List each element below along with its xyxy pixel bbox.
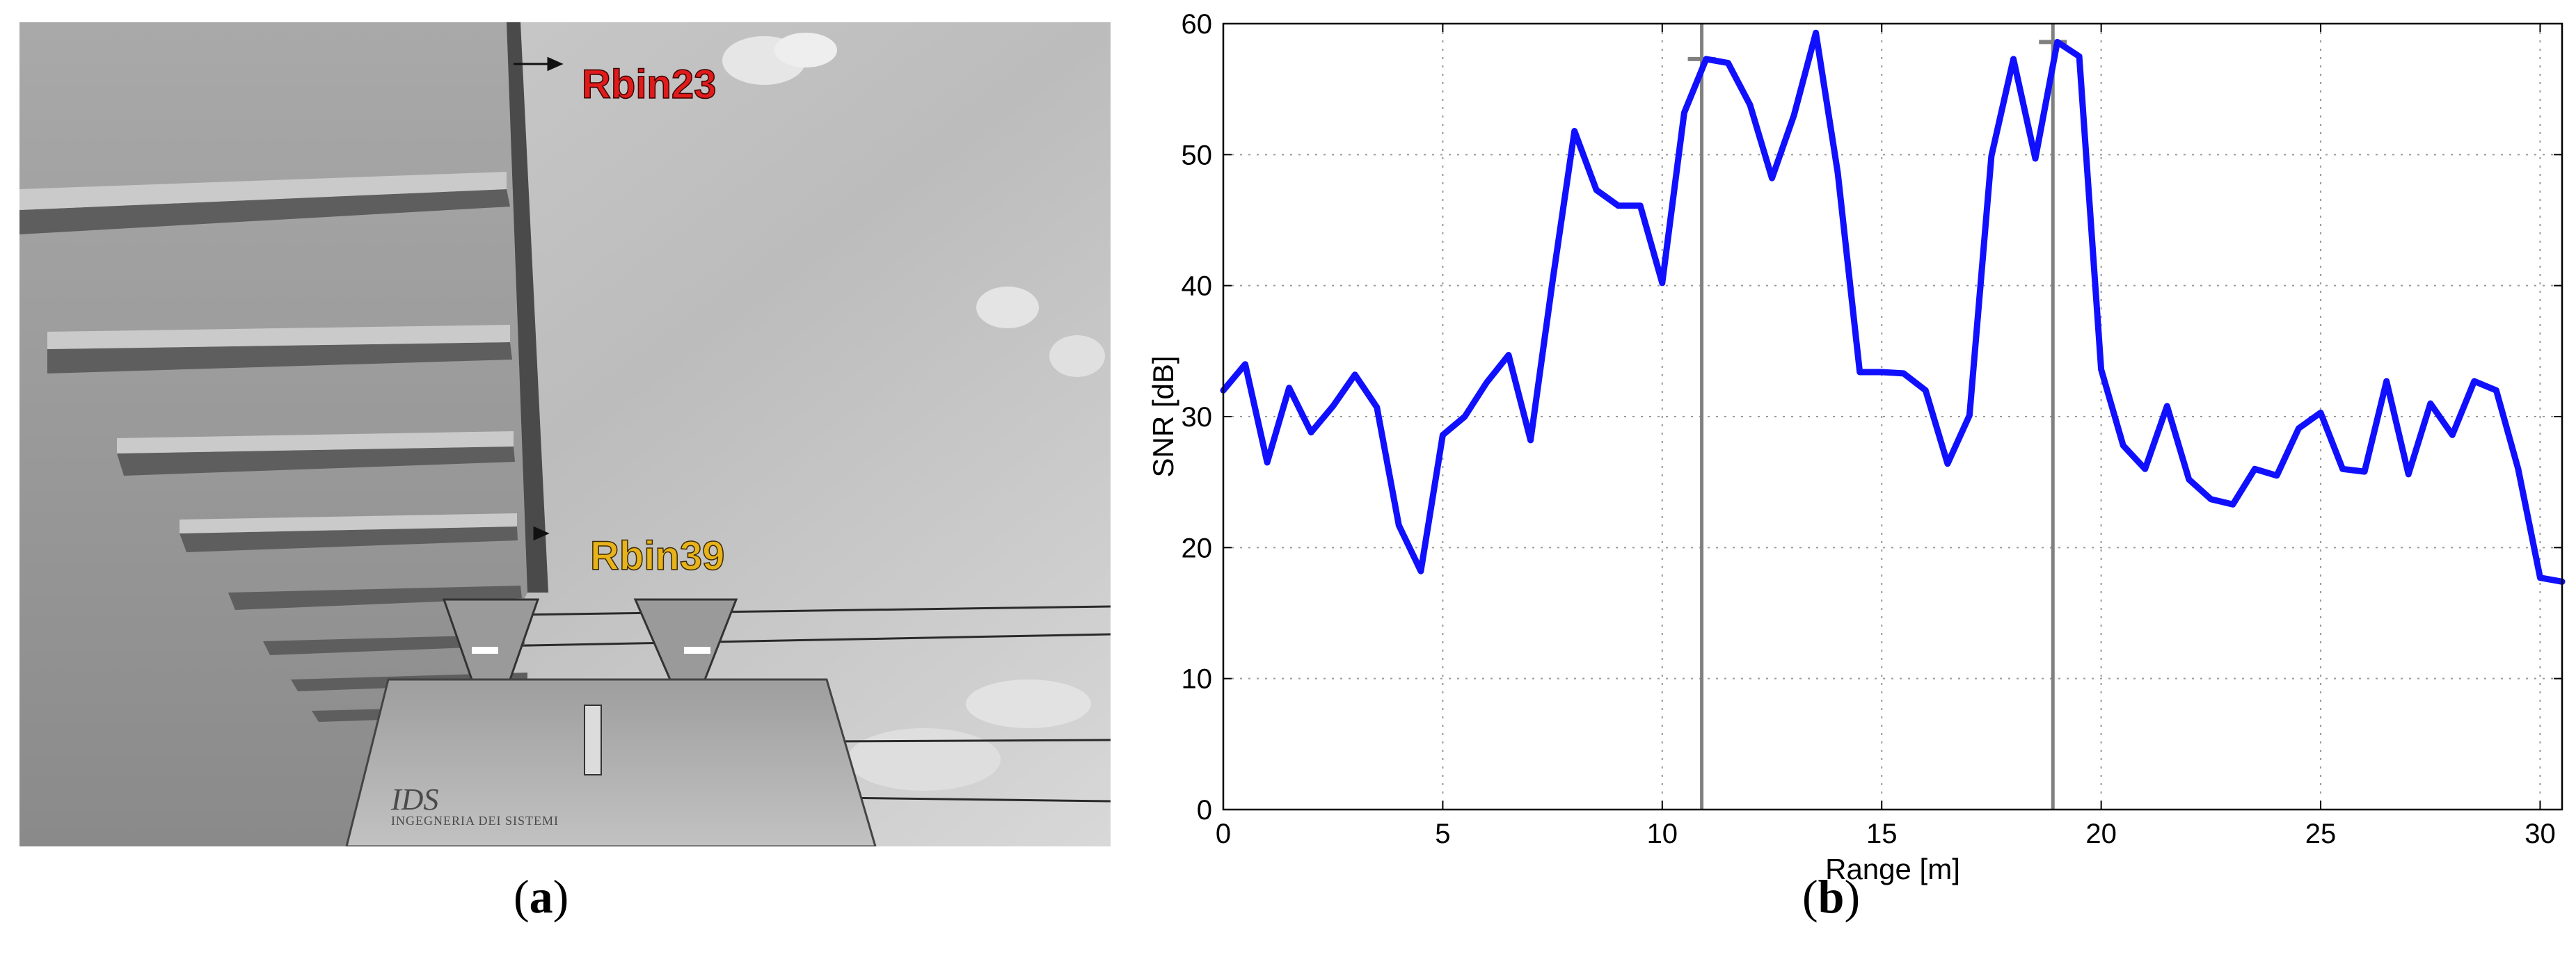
y-tick-label: 10: [1182, 664, 1213, 695]
caption-b-letter: b: [1818, 870, 1845, 923]
x-tick-label: 10: [1647, 819, 1678, 849]
caption-a-letter: a: [529, 870, 553, 923]
caption-a: (a): [514, 870, 569, 923]
bridge-girders: [19, 189, 531, 722]
y-tick-label: 40: [1182, 271, 1213, 302]
x-tick-label: 25: [2305, 819, 2337, 849]
antenna-label-left: [472, 647, 498, 654]
chart-panel: 0 5 10 15 20 25 30 0 10 20 30 40 50 60 Range [m] SNR …: [1141, 0, 2576, 897]
device-brand: IDS: [391, 782, 439, 817]
axis-ticks: 0 5 10 15 20 25 30 0 10 20 30 40 50 60: [1182, 9, 2562, 849]
y-tick-label: 0: [1197, 795, 1212, 826]
device-subtitle: INGEGNERIA DEI SISTEMI: [391, 814, 559, 828]
y-tick-label: 60: [1182, 9, 1213, 40]
x-axis-label: Range [m]: [1825, 853, 1960, 885]
grid: [1223, 24, 2562, 810]
y-tick-label: 50: [1182, 140, 1213, 170]
girder-highlights: [19, 172, 517, 533]
y-tick-label: 20: [1182, 533, 1213, 563]
x-tick-label: 30: [2525, 819, 2556, 849]
y-tick-label: 30: [1182, 402, 1213, 433]
cloud: [848, 728, 1001, 791]
photo-panel: Rbin23 Rbin39 IDS INGEGNERIA DEI SISTEMI: [19, 22, 1111, 846]
x-tick-label: 15: [1866, 819, 1898, 849]
rbin39-label: Rbin39: [589, 533, 725, 579]
deck-edge: [507, 22, 548, 593]
cloud: [976, 287, 1039, 328]
x-tick-label: 0: [1216, 819, 1231, 849]
rbin23-label: Rbin23: [581, 61, 717, 108]
label-arrows: [514, 56, 564, 541]
x-tick-label: 20: [2085, 819, 2117, 849]
snr-series-line: [1220, 29, 2566, 585]
snr-chart: 0 5 10 15 20 25 30 0 10 20 30 40 50 60 Range [m] SNR …: [1147, 9, 2566, 885]
x-tick-label: 5: [1435, 819, 1450, 849]
cloud: [966, 679, 1091, 728]
caption-b: (b): [1802, 870, 1861, 923]
bridge-photo: [19, 22, 1111, 846]
cloud: [1049, 335, 1105, 377]
y-axis-label: SNR [dB]: [1147, 355, 1179, 477]
radar-handle: [584, 705, 602, 775]
radar-unit: [345, 678, 877, 846]
cloud: [774, 33, 837, 67]
antenna-label-right: [684, 647, 710, 654]
